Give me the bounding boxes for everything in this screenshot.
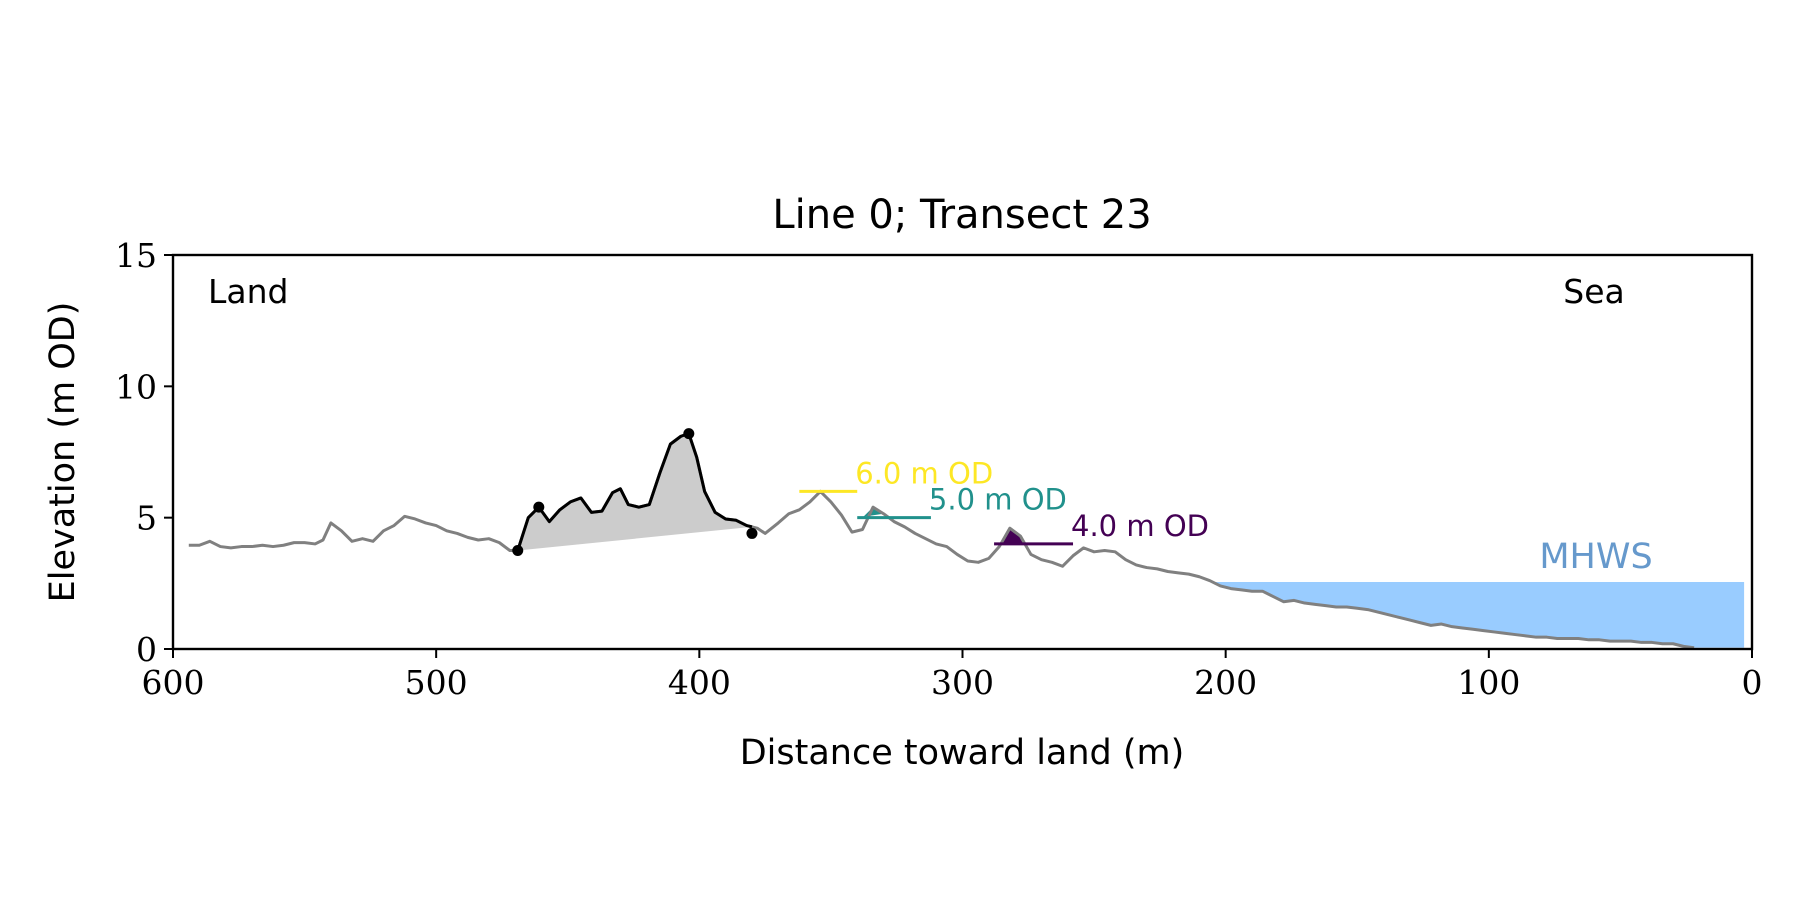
y-tick-label-2: 10	[115, 367, 157, 406]
mhws-water-area	[1209, 580, 1745, 648]
x-tick-label-6: 0	[1742, 663, 1763, 702]
chart-title: Line 0; Transect 23	[772, 192, 1151, 238]
x-tick-label-4: 200	[1194, 663, 1257, 702]
ground-profile-line	[188, 432, 1695, 649]
x-tick-label-1: 500	[405, 663, 468, 702]
dune-marker-2	[533, 501, 545, 513]
dune-marker-0	[512, 545, 524, 556]
dune-marker-1	[746, 527, 758, 539]
axis-ticks: 600 500 400 300 200 100 0 0 5 10 15	[115, 236, 1763, 702]
corner-label-land: Land	[208, 272, 288, 311]
y-tick-label-3: 15	[115, 236, 157, 275]
threshold-label-2: 4.0 m OD	[1071, 509, 1209, 543]
x-tick-label-0: 600	[142, 663, 205, 702]
dune-marker-3	[683, 428, 695, 440]
y-axis-label: Elevation (m OD)	[43, 302, 83, 603]
corner-label-sea: Sea	[1563, 272, 1624, 311]
threshold-label-1: 5.0 m OD	[929, 483, 1067, 517]
y-tick-label-1: 5	[136, 499, 157, 538]
x-tick-label-5: 100	[1457, 663, 1520, 702]
mhws-label: MHWS	[1539, 537, 1652, 577]
dune-volume-area	[517, 433, 752, 551]
x-tick-label-3: 300	[931, 663, 994, 702]
threshold-label-0: 6.0 m OD	[855, 456, 993, 490]
x-tick-label-2: 400	[668, 663, 731, 702]
y-tick-label-0: 0	[136, 630, 157, 669]
dune-crest-line	[516, 432, 753, 551]
plot-area: 6.0 m OD5.0 m OD4.0 m OD MHWS	[188, 428, 1745, 649]
x-axis-label: Distance toward land (m)	[740, 733, 1185, 773]
